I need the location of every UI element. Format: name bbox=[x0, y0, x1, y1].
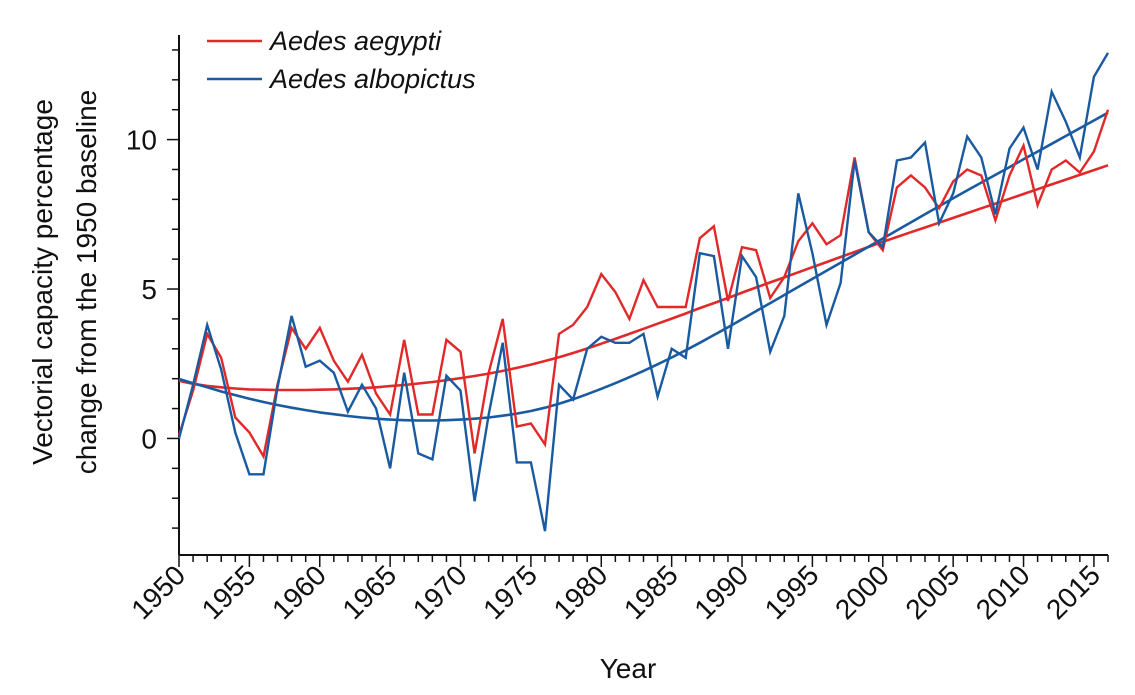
aedes-aegypti-trend-line bbox=[178, 164, 1109, 392]
x-tick-label: 2015 bbox=[1040, 559, 1106, 625]
axes: 1950 1955 1960 1965 1970 1975 1980 1985 1990 1995… bbox=[125, 35, 1109, 625]
x-tick-label: 2000 bbox=[829, 559, 895, 625]
legend: Aedes aegypti Aedes albopictus bbox=[207, 26, 476, 94]
x-tick-label: 1995 bbox=[759, 559, 825, 625]
x-tick-label: 1960 bbox=[266, 559, 332, 625]
x-tick-label: 1970 bbox=[407, 559, 473, 625]
aedes-albopictus-trend-line bbox=[178, 111, 1109, 422]
legend-label-aedes-aegypti: Aedes aegypti bbox=[268, 26, 442, 56]
series-lines bbox=[177, 52, 1110, 532]
legend-label-aedes-albopictus: Aedes albopictus bbox=[268, 64, 476, 94]
y-tick-label: 10 bbox=[126, 125, 157, 156]
y-tick-label: 5 bbox=[141, 274, 157, 305]
x-tick-label: 1980 bbox=[548, 559, 614, 625]
x-tick-label: 1955 bbox=[196, 559, 262, 625]
x-axis-title: Year bbox=[600, 653, 657, 684]
y-tick-label: 0 bbox=[141, 423, 157, 454]
x-tick-label: 1975 bbox=[477, 559, 543, 625]
x-tick-label: 1985 bbox=[618, 559, 684, 625]
x-tick-label: 1950 bbox=[125, 559, 191, 625]
trend-lines bbox=[178, 111, 1109, 422]
x-tick-label: 2005 bbox=[899, 559, 965, 625]
y-axis-title-line-2: change from the 1950 baseline bbox=[71, 90, 102, 475]
aedes-albopictus-series-line bbox=[177, 52, 1110, 532]
aedes-aegypti-series-line bbox=[177, 109, 1110, 460]
x-tick-label: 2010 bbox=[970, 559, 1036, 625]
x-tick-label: 1965 bbox=[336, 559, 402, 625]
y-axis-title-line-1: Vectorial capacity percentage bbox=[27, 99, 58, 465]
x-tick-label: 1990 bbox=[688, 559, 754, 625]
